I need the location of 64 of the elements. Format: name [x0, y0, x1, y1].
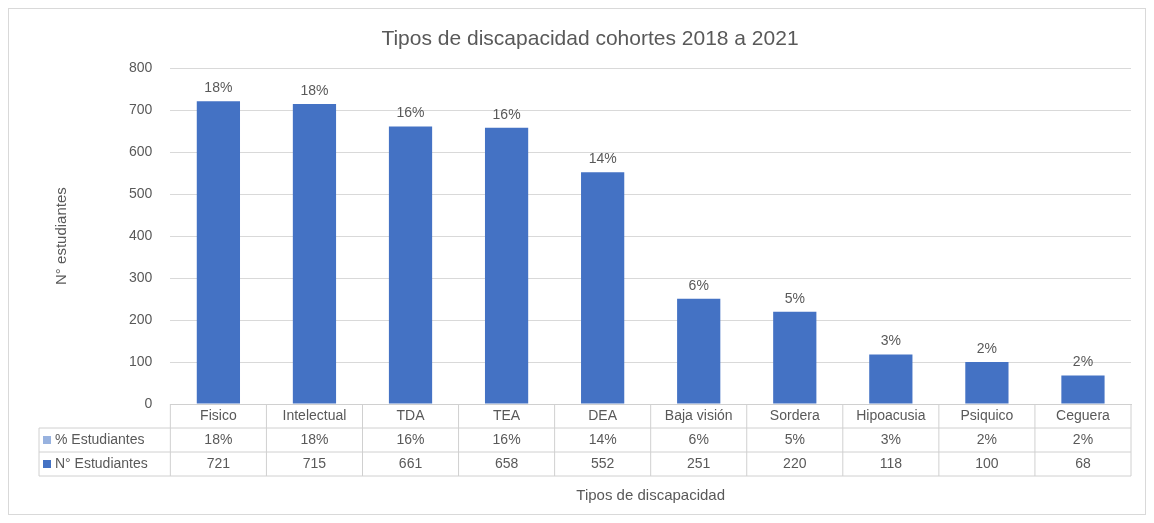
bar — [581, 172, 625, 404]
y-tick-label: 800 — [129, 59, 153, 76]
x-tick-label: Psiquico — [960, 406, 1014, 423]
annotation: 3% — [880, 332, 901, 349]
text: 2% — [976, 430, 998, 447]
data-label: 68 — [1075, 454, 1091, 471]
y-tick-label: 200 — [129, 310, 153, 327]
annotation: 5% — [784, 289, 805, 306]
x-tick-label: Baja visión — [664, 406, 733, 423]
data-label: 721 — [206, 454, 231, 471]
bar — [196, 101, 241, 404]
x-tick-label: Sordera — [769, 406, 820, 423]
text: 3% — [880, 430, 901, 447]
y-axis-title: N° estudiantes — [52, 187, 70, 285]
bar — [677, 298, 721, 404]
annotation: 14% — [588, 150, 617, 167]
chart-title: Tipos de discapacidad cohortes 2018 a 2021 — [381, 26, 799, 50]
annotation: 18% — [300, 81, 329, 98]
x-tick-label: TEA — [492, 406, 521, 423]
bar — [869, 354, 913, 404]
annotation: 16% — [396, 104, 425, 121]
data-label: 658 — [494, 454, 519, 471]
data-label: 552 — [590, 454, 615, 471]
x-tick-label: Ceguera — [1056, 406, 1111, 423]
annotation: 2% — [976, 339, 998, 356]
x-tick-label: Fisico — [200, 406, 237, 423]
text: 14% — [588, 430, 617, 447]
y-tick-label: 600 — [129, 143, 153, 160]
x-axis-title: Tipos de discapacidad — [576, 486, 726, 504]
text: 2% — [1072, 430, 1094, 447]
data-label: 661 — [398, 454, 423, 471]
text: 18% — [204, 430, 233, 447]
bar — [965, 362, 1009, 404]
y-tick-label: 0 — [144, 394, 153, 411]
x-tick-label: DEA — [588, 406, 618, 423]
annotation: 6% — [688, 276, 709, 293]
text: 16% — [396, 430, 425, 447]
text: 5% — [784, 430, 805, 447]
text: 18% — [300, 430, 329, 447]
data-label: 118 — [879, 454, 903, 471]
data-label: 100 — [975, 454, 999, 471]
bar — [292, 103, 337, 404]
annotation: 18% — [204, 79, 233, 96]
x-tick-label: Hipoacusia — [856, 406, 926, 423]
y-tick-label: 400 — [129, 226, 153, 243]
data-label: 251 — [687, 454, 711, 471]
annotation: 2% — [1072, 353, 1094, 370]
text: % Estudiantes — [55, 430, 145, 447]
y-tick-label: 100 — [129, 352, 153, 369]
y-tick-label: 700 — [129, 101, 153, 118]
y-tick-label: 500 — [129, 184, 153, 201]
bar — [388, 126, 433, 404]
x-tick-label: Intelectual — [282, 406, 347, 423]
legend-label: N° Estudiantes — [55, 454, 148, 471]
y-tick-label: 300 — [129, 268, 153, 285]
text: 6% — [688, 430, 709, 447]
bar — [1061, 375, 1105, 404]
x-tick-label: TDA — [396, 406, 426, 423]
bar — [484, 127, 529, 404]
text: 16% — [492, 430, 521, 447]
annotation: 16% — [492, 105, 521, 122]
data-label: 220 — [783, 454, 807, 471]
bar — [773, 311, 817, 404]
data-label: 715 — [302, 454, 327, 471]
